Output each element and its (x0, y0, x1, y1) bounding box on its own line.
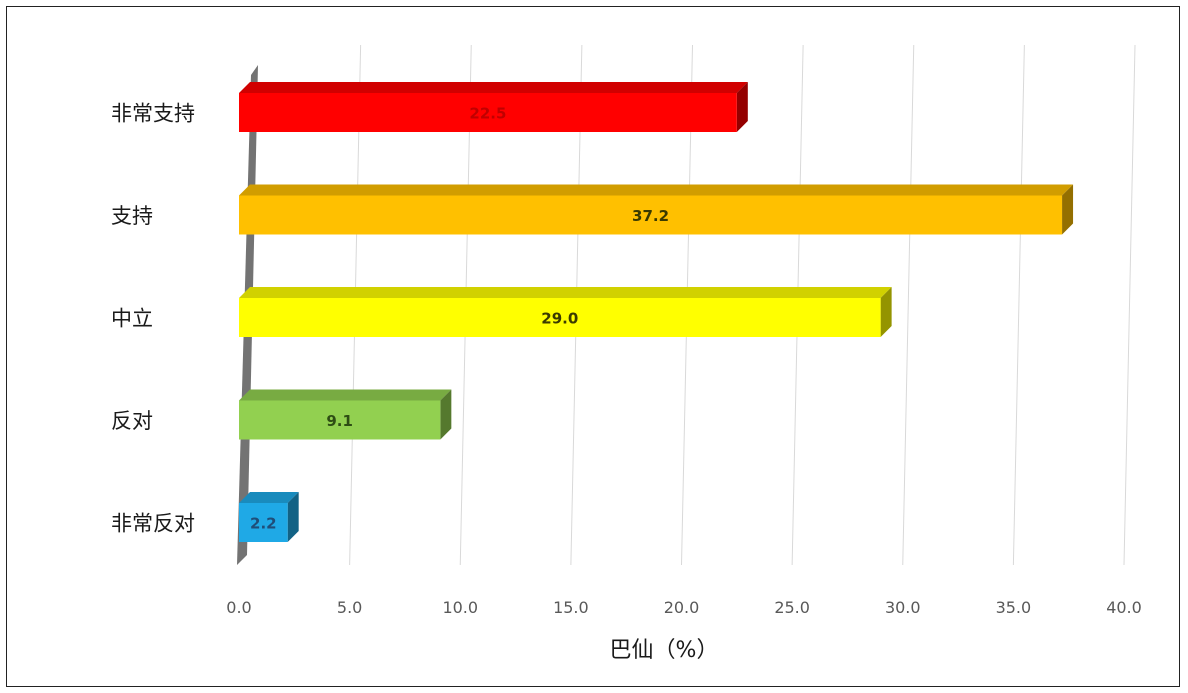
bar: 29.0 (239, 287, 892, 337)
x-tick-label: 30.0 (885, 598, 921, 617)
bar-top-face (239, 184, 1074, 196)
x-tick-label: 20.0 (664, 598, 700, 617)
bar-side-face (440, 389, 452, 440)
bar: 9.1 (239, 389, 452, 440)
bar-front-face (239, 195, 1063, 235)
x-tick-label: 0.0 (226, 598, 251, 617)
x-tick-label: 25.0 (774, 598, 810, 617)
gridline (1012, 44, 1025, 566)
x-axis-title: 巴仙（%） (610, 638, 719, 663)
x-tick-label: 5.0 (337, 598, 362, 617)
bar-value-label: 29.0 (541, 310, 578, 328)
bar-top-face (239, 287, 892, 298)
bar-top-face (239, 82, 748, 93)
category-label: 支持 (111, 204, 153, 228)
bar-value-label: 22.5 (469, 105, 506, 123)
x-tick-label: 15.0 (553, 598, 589, 617)
bar-front-face (239, 400, 441, 440)
x-tick-label: 35.0 (996, 598, 1032, 617)
bar: 37.2 (239, 184, 1074, 235)
bars: 22.5 37.2 29.0 9.1 2.2 (239, 82, 1074, 542)
bar-front-face (239, 298, 881, 337)
x-tick-label: 10.0 (442, 598, 478, 617)
bar: 2.2 (239, 492, 299, 542)
x-tick-label: 40.0 (1106, 598, 1142, 617)
category-label: 非常支持 (111, 102, 195, 126)
bar-value-label: 2.2 (250, 515, 277, 533)
bar-top-face (239, 389, 452, 401)
bar-side-face (880, 287, 892, 337)
chart-frame: 22.5 37.2 29.0 9.1 2.2 非常支持支持中立反对非常反对 0.0 5.0… (6, 6, 1180, 687)
bar-value-label: 37.2 (632, 207, 669, 225)
category-label: 中立 (111, 307, 153, 331)
bar: 22.5 (239, 82, 748, 132)
gridline (1123, 44, 1136, 566)
bar-value-label: 9.1 (326, 412, 353, 430)
bar-front-face (239, 93, 737, 132)
bar-side-face (1062, 184, 1074, 235)
bar-side-face (736, 82, 748, 132)
bar-side-face (287, 492, 299, 542)
category-label: 反对 (111, 409, 153, 433)
x-tick-labels: 0.0 5.0 10.0 15.0 20.0 25.0 30.0 35.0 40.0 (226, 598, 1142, 617)
bar-top-face (239, 492, 299, 503)
category-label: 非常反对 (111, 512, 195, 536)
bar-front-face (239, 503, 288, 542)
gridline (902, 44, 915, 566)
